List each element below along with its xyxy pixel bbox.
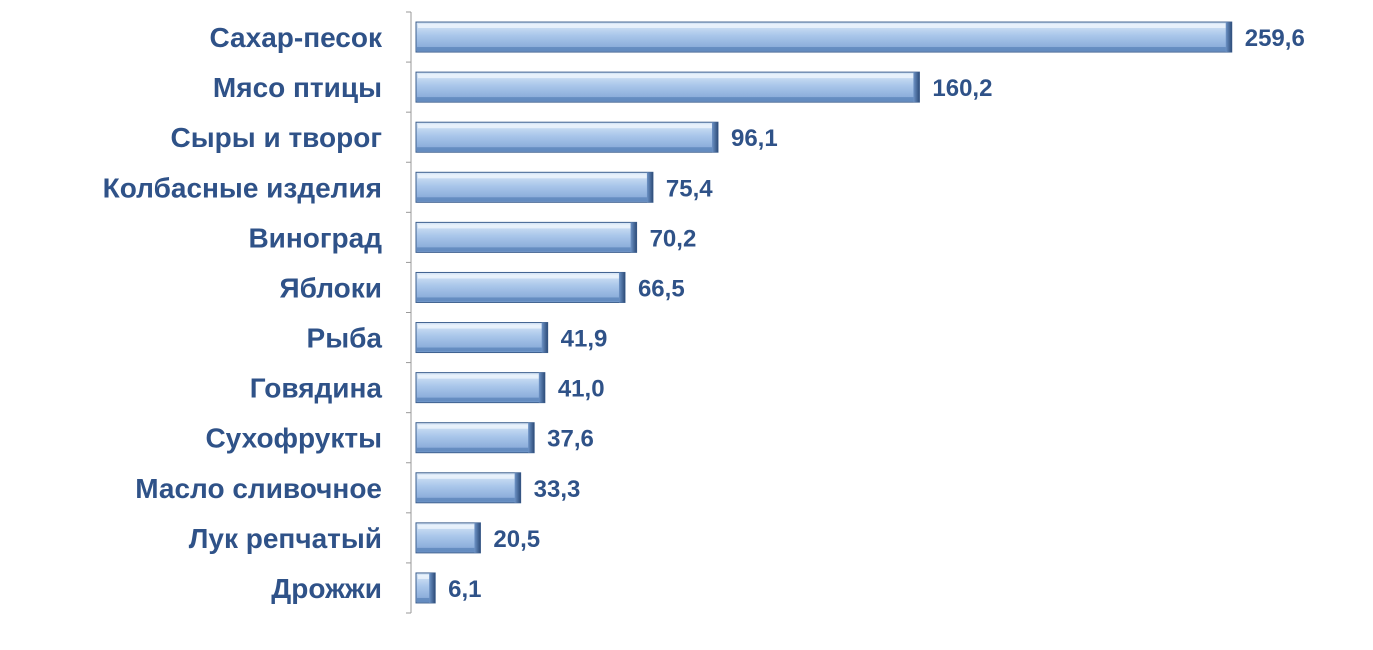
category-label: Дрожжи [271,573,382,604]
category-label: Лук репчатый [189,523,382,554]
bar-end-bevel [1225,22,1232,53]
bar-highlight [418,474,515,479]
bar-end-bevel [630,222,637,253]
bar-end-bevel [429,572,436,603]
value-label: 41,9 [561,326,608,353]
bar-highlight [418,274,619,279]
category-label: Яблоки [280,272,382,303]
bar-shade [417,497,520,502]
bar [415,322,549,354]
bar-shade [417,147,717,152]
category-label: Сахар-песок [209,22,382,53]
bar [415,271,626,303]
value-label: 75,4 [666,175,713,202]
category-label: Масло сливочное [135,473,382,504]
category-label: Рыба [307,323,383,354]
bar-shade [417,197,652,202]
category-labels-group: Сахар-песок Мясо птицы Сыры и творог Колбас… [103,22,383,604]
value-label: 6,1 [448,576,481,603]
bar [415,71,920,103]
category-label: Виноград [248,222,382,253]
bar-highlight [418,324,542,329]
bar-shade [417,597,435,602]
bar [415,171,654,203]
category-label: Мясо птицы [213,72,382,103]
category-label: Сухофрукты [205,423,382,454]
category-label: Сыры и творог [171,122,382,153]
bar-end-bevel [618,272,625,303]
bar-end-bevel [474,522,481,553]
value-labels-group: 259,6 160,2 96,1 75,4 70,2 66,5 41,9 41,0 37,6 33… [448,25,1305,603]
bar-end-bevel [514,472,521,503]
bar [415,522,481,554]
value-label: 66,5 [638,275,685,302]
bar [415,121,719,153]
bar-highlight [418,224,631,229]
bar-shade [417,547,480,552]
bar [415,372,546,404]
category-label: Говядина [250,373,383,404]
category-label: Колбасные изделия [103,172,382,203]
bar-highlight [418,424,529,429]
bar-end-bevel [528,422,535,453]
bar-highlight [418,374,539,379]
bar-highlight [418,124,712,129]
bar-highlight [418,524,475,529]
bar-highlight [418,74,914,79]
bar-shade [417,97,919,102]
value-label: 96,1 [731,125,778,152]
bar-highlight [418,574,430,579]
value-label: 160,2 [932,75,992,102]
bar-end-bevel [646,172,653,203]
bar-shade [417,47,1231,52]
bar-highlight [418,24,1226,29]
value-label: 33,3 [534,476,581,503]
bar-end-bevel [538,372,545,403]
bar [415,472,522,504]
bar-shade [417,347,547,352]
bar-shade [417,247,636,252]
bar [415,422,535,454]
value-label: 20,5 [493,526,540,553]
value-label: 37,6 [547,426,594,453]
bar [415,21,1233,53]
bar-end-bevel [541,322,548,353]
bar [415,572,436,604]
bar-shade [417,397,544,402]
bar-end-bevel [913,72,920,103]
value-label: 70,2 [650,225,697,252]
bars-group [415,21,1233,604]
bar-shade [417,447,534,452]
value-label: 259,6 [1245,25,1305,52]
bar-end-bevel [711,122,718,153]
bar-highlight [418,174,647,179]
bar [415,221,638,253]
y-axis-ticks [406,11,411,614]
value-label: 41,0 [558,376,605,403]
bar-shade [417,297,624,302]
